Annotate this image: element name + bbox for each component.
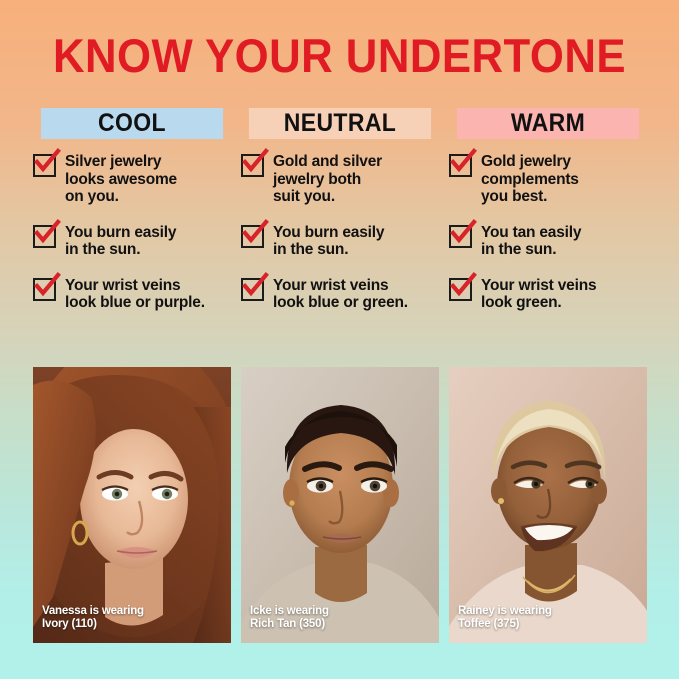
- checkbox-checked-icon[interactable]: [241, 271, 269, 301]
- checklist-neutral: Gold and silver jewelry both suit you. Y…: [241, 148, 439, 312]
- photo-card-warm: Rainey is wearing Toffee (375): [449, 367, 647, 643]
- checkbox-checked-icon[interactable]: [449, 148, 477, 177]
- column-header-cool: COOL: [40, 108, 224, 139]
- checklist-item-label: Your wrist veins look blue or purple.: [65, 276, 205, 312]
- checklist-item-label: Your wrist veins look blue or green.: [273, 276, 408, 312]
- photo-caption: Vanessa is wearing Ivory (110): [42, 605, 144, 630]
- checkbox-checked-icon[interactable]: [33, 271, 61, 301]
- checklist-item-label: Gold jewelry complements you best.: [481, 153, 579, 205]
- checkbox-checked-icon[interactable]: [449, 218, 477, 248]
- checkbox-checked-icon[interactable]: [241, 148, 269, 177]
- model-portrait-vanessa: [33, 367, 231, 643]
- photo-caption: Icke is wearing Rich Tan (350): [250, 605, 329, 630]
- checkbox-checked-icon[interactable]: [33, 218, 61, 248]
- checklist-item[interactable]: Gold jewelry complements you best.: [449, 148, 647, 206]
- model-photos: Vanessa is wearing Ivory (110): [33, 367, 648, 643]
- checklist-item[interactable]: Your wrist veins look blue or purple.: [33, 271, 231, 312]
- checklist-item-label: Gold and silver jewelry both suit you.: [273, 153, 382, 205]
- checklist-item[interactable]: Gold and silver jewelry both suit you.: [241, 148, 439, 206]
- model-portrait-rainey: [449, 367, 647, 643]
- model-portrait-icke: [241, 367, 439, 643]
- column-cool: COOL Silver jewelry looks awesome on you…: [33, 108, 231, 312]
- checklist-item[interactable]: You burn easily in the sun.: [33, 218, 231, 259]
- checklist-item[interactable]: Your wrist veins look blue or green.: [241, 271, 439, 312]
- photo-card-neutral: Icke is wearing Rich Tan (350): [241, 367, 439, 643]
- undertone-columns: COOL Silver jewelry looks awesome on you…: [33, 108, 648, 312]
- checklist-item-label: You burn easily in the sun.: [273, 223, 385, 259]
- column-warm: WARM Gold jewelry complements you best. …: [449, 108, 647, 312]
- checkbox-checked-icon[interactable]: [241, 218, 269, 248]
- checklist-item[interactable]: Silver jewelry looks awesome on you.: [33, 148, 231, 206]
- page-title: KNOW YOUR UNDERTONE: [52, 29, 627, 82]
- checkbox-checked-icon[interactable]: [33, 148, 61, 177]
- column-header-warm: WARM: [456, 108, 640, 139]
- column-header-neutral: NEUTRAL: [248, 108, 432, 139]
- photo-caption: Rainey is wearing Toffee (375): [458, 605, 552, 630]
- checklist-item[interactable]: Your wrist veins look green.: [449, 271, 647, 312]
- checkbox-checked-icon[interactable]: [449, 271, 477, 301]
- checklist-warm: Gold jewelry complements you best. You t…: [449, 148, 647, 312]
- checklist-item[interactable]: You tan easily in the sun.: [449, 218, 647, 259]
- photo-card-cool: Vanessa is wearing Ivory (110): [33, 367, 231, 643]
- checklist-item-label: You burn easily in the sun.: [65, 223, 177, 259]
- checklist-item-label: You tan easily in the sun.: [481, 223, 582, 259]
- checklist-item[interactable]: You burn easily in the sun.: [241, 218, 439, 259]
- checklist-cool: Silver jewelry looks awesome on you. You…: [33, 148, 231, 312]
- column-neutral: NEUTRAL Gold and silver jewelry both sui…: [241, 108, 439, 312]
- checklist-item-label: Silver jewelry looks awesome on you.: [65, 153, 177, 205]
- checklist-item-label: Your wrist veins look green.: [481, 276, 597, 312]
